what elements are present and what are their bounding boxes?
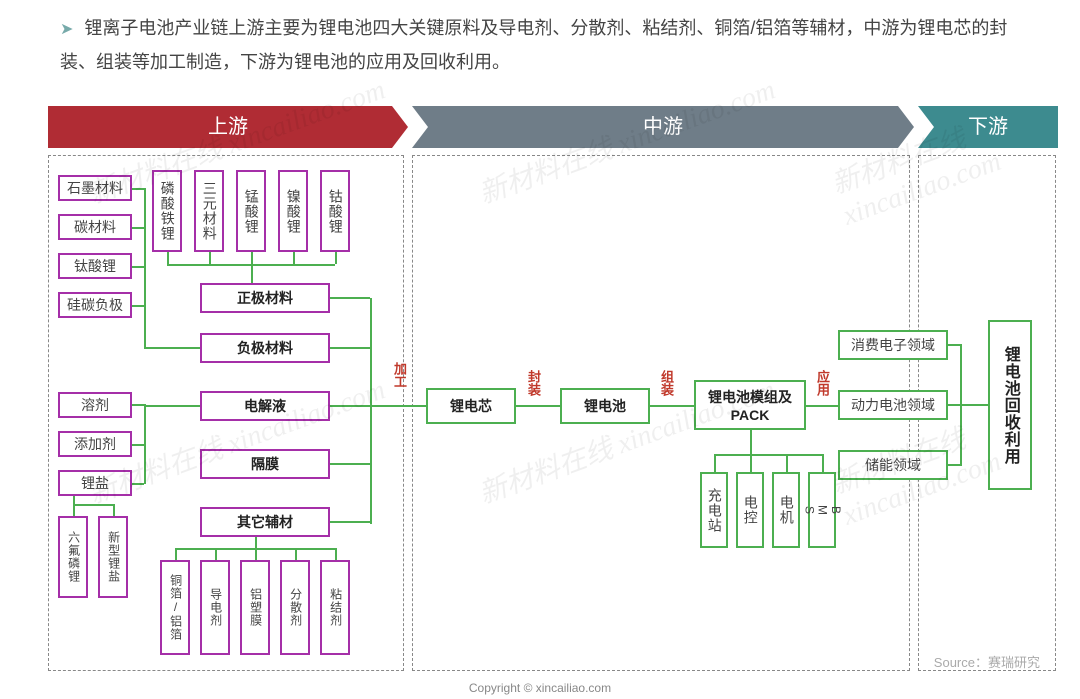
proc-2: 组装 bbox=[657, 370, 676, 396]
conn-k1 bbox=[330, 347, 370, 349]
proc-1: 封装 bbox=[524, 370, 543, 396]
box-elec-0: 溶剂 bbox=[58, 392, 132, 418]
box-cath-1: 三元材料 bbox=[194, 170, 224, 252]
proc-0: 加工 bbox=[390, 362, 409, 388]
box-aux-4: 粘结剂 bbox=[320, 560, 350, 655]
stage-midstream: 中游 bbox=[412, 106, 914, 148]
box-aux-3: 分散剂 bbox=[280, 560, 310, 655]
conn-k2-main bbox=[330, 405, 405, 407]
conn-k0 bbox=[330, 297, 370, 299]
box-aux-2: 铝塑膜 bbox=[240, 560, 270, 655]
intro-content: 锂离子电池产业链上游主要为锂电池四大关键原料及导电剂、分散剂、粘结剂、铜箔/铝箔… bbox=[60, 18, 1007, 72]
box-mid-1: 锂电池 bbox=[560, 388, 650, 424]
stage-downstream: 下游 bbox=[918, 106, 1058, 148]
proc-3: 应用 bbox=[813, 370, 832, 396]
box-cath-0: 磷酸铁锂 bbox=[152, 170, 182, 252]
box-cath-4: 钴酸锂 bbox=[320, 170, 350, 252]
bullet-icon: ➤ bbox=[60, 21, 73, 38]
source-credit: Source：赛瑞研究 bbox=[934, 652, 1040, 671]
conn-k4 bbox=[330, 521, 370, 523]
box-elec-2: 锂盐 bbox=[58, 470, 132, 496]
box-key-3: 隔膜 bbox=[200, 449, 330, 479]
stage-down-label: 下游 bbox=[918, 106, 1058, 148]
box-mid-0: 锂电芯 bbox=[426, 388, 516, 424]
box-app-0: 消费电子领域 bbox=[838, 330, 948, 360]
box-app-1: 动力电池领域 bbox=[838, 390, 948, 420]
stage-mid-label: 中游 bbox=[412, 106, 914, 148]
box-key-1: 负极材料 bbox=[200, 333, 330, 363]
box-final: 锂电池回收利用 bbox=[988, 320, 1032, 490]
box-key-2: 电解液 bbox=[200, 391, 330, 421]
box-anode-3: 硅碳负极 bbox=[58, 292, 132, 318]
stage-upstream: 上游 bbox=[48, 106, 408, 148]
box-salt-1: 新型锂盐 bbox=[98, 516, 128, 598]
box-app-2: 储能领域 bbox=[838, 450, 948, 480]
box-salt-0: 六氟磷锂 bbox=[58, 516, 88, 598]
box-anode-2: 钛酸锂 bbox=[58, 253, 132, 279]
box-key-4: 其它辅材 bbox=[200, 507, 330, 537]
box-pack-0: 充电站 bbox=[700, 472, 728, 548]
intro-text: ➤ 锂离子电池产业链上游主要为锂电池四大关键原料及导电剂、分散剂、粘结剂、铜箔/… bbox=[60, 12, 1040, 78]
box-key-0: 正极材料 bbox=[200, 283, 330, 313]
stage-up-label: 上游 bbox=[48, 106, 408, 148]
box-anode-0: 石墨材料 bbox=[58, 175, 132, 201]
box-aux-0: 铜箔/铝箔 bbox=[160, 560, 190, 655]
conn-key-trunk bbox=[370, 298, 372, 524]
box-elec-1: 添加剂 bbox=[58, 431, 132, 457]
box-aux-1: 导电剂 bbox=[200, 560, 230, 655]
copyright: Copyright © xincailiao.com bbox=[0, 681, 1080, 695]
box-pack-3: BMS bbox=[808, 472, 836, 548]
box-anode-1: 碳材料 bbox=[58, 214, 132, 240]
box-mid-2: 锂电池模组及PACK bbox=[694, 380, 806, 430]
box-cath-3: 镍酸锂 bbox=[278, 170, 308, 252]
conn-k3 bbox=[330, 463, 370, 465]
box-pack-1: 电控 bbox=[736, 472, 764, 548]
box-cath-2: 锰酸锂 bbox=[236, 170, 266, 252]
box-pack-2: 电机 bbox=[772, 472, 800, 548]
